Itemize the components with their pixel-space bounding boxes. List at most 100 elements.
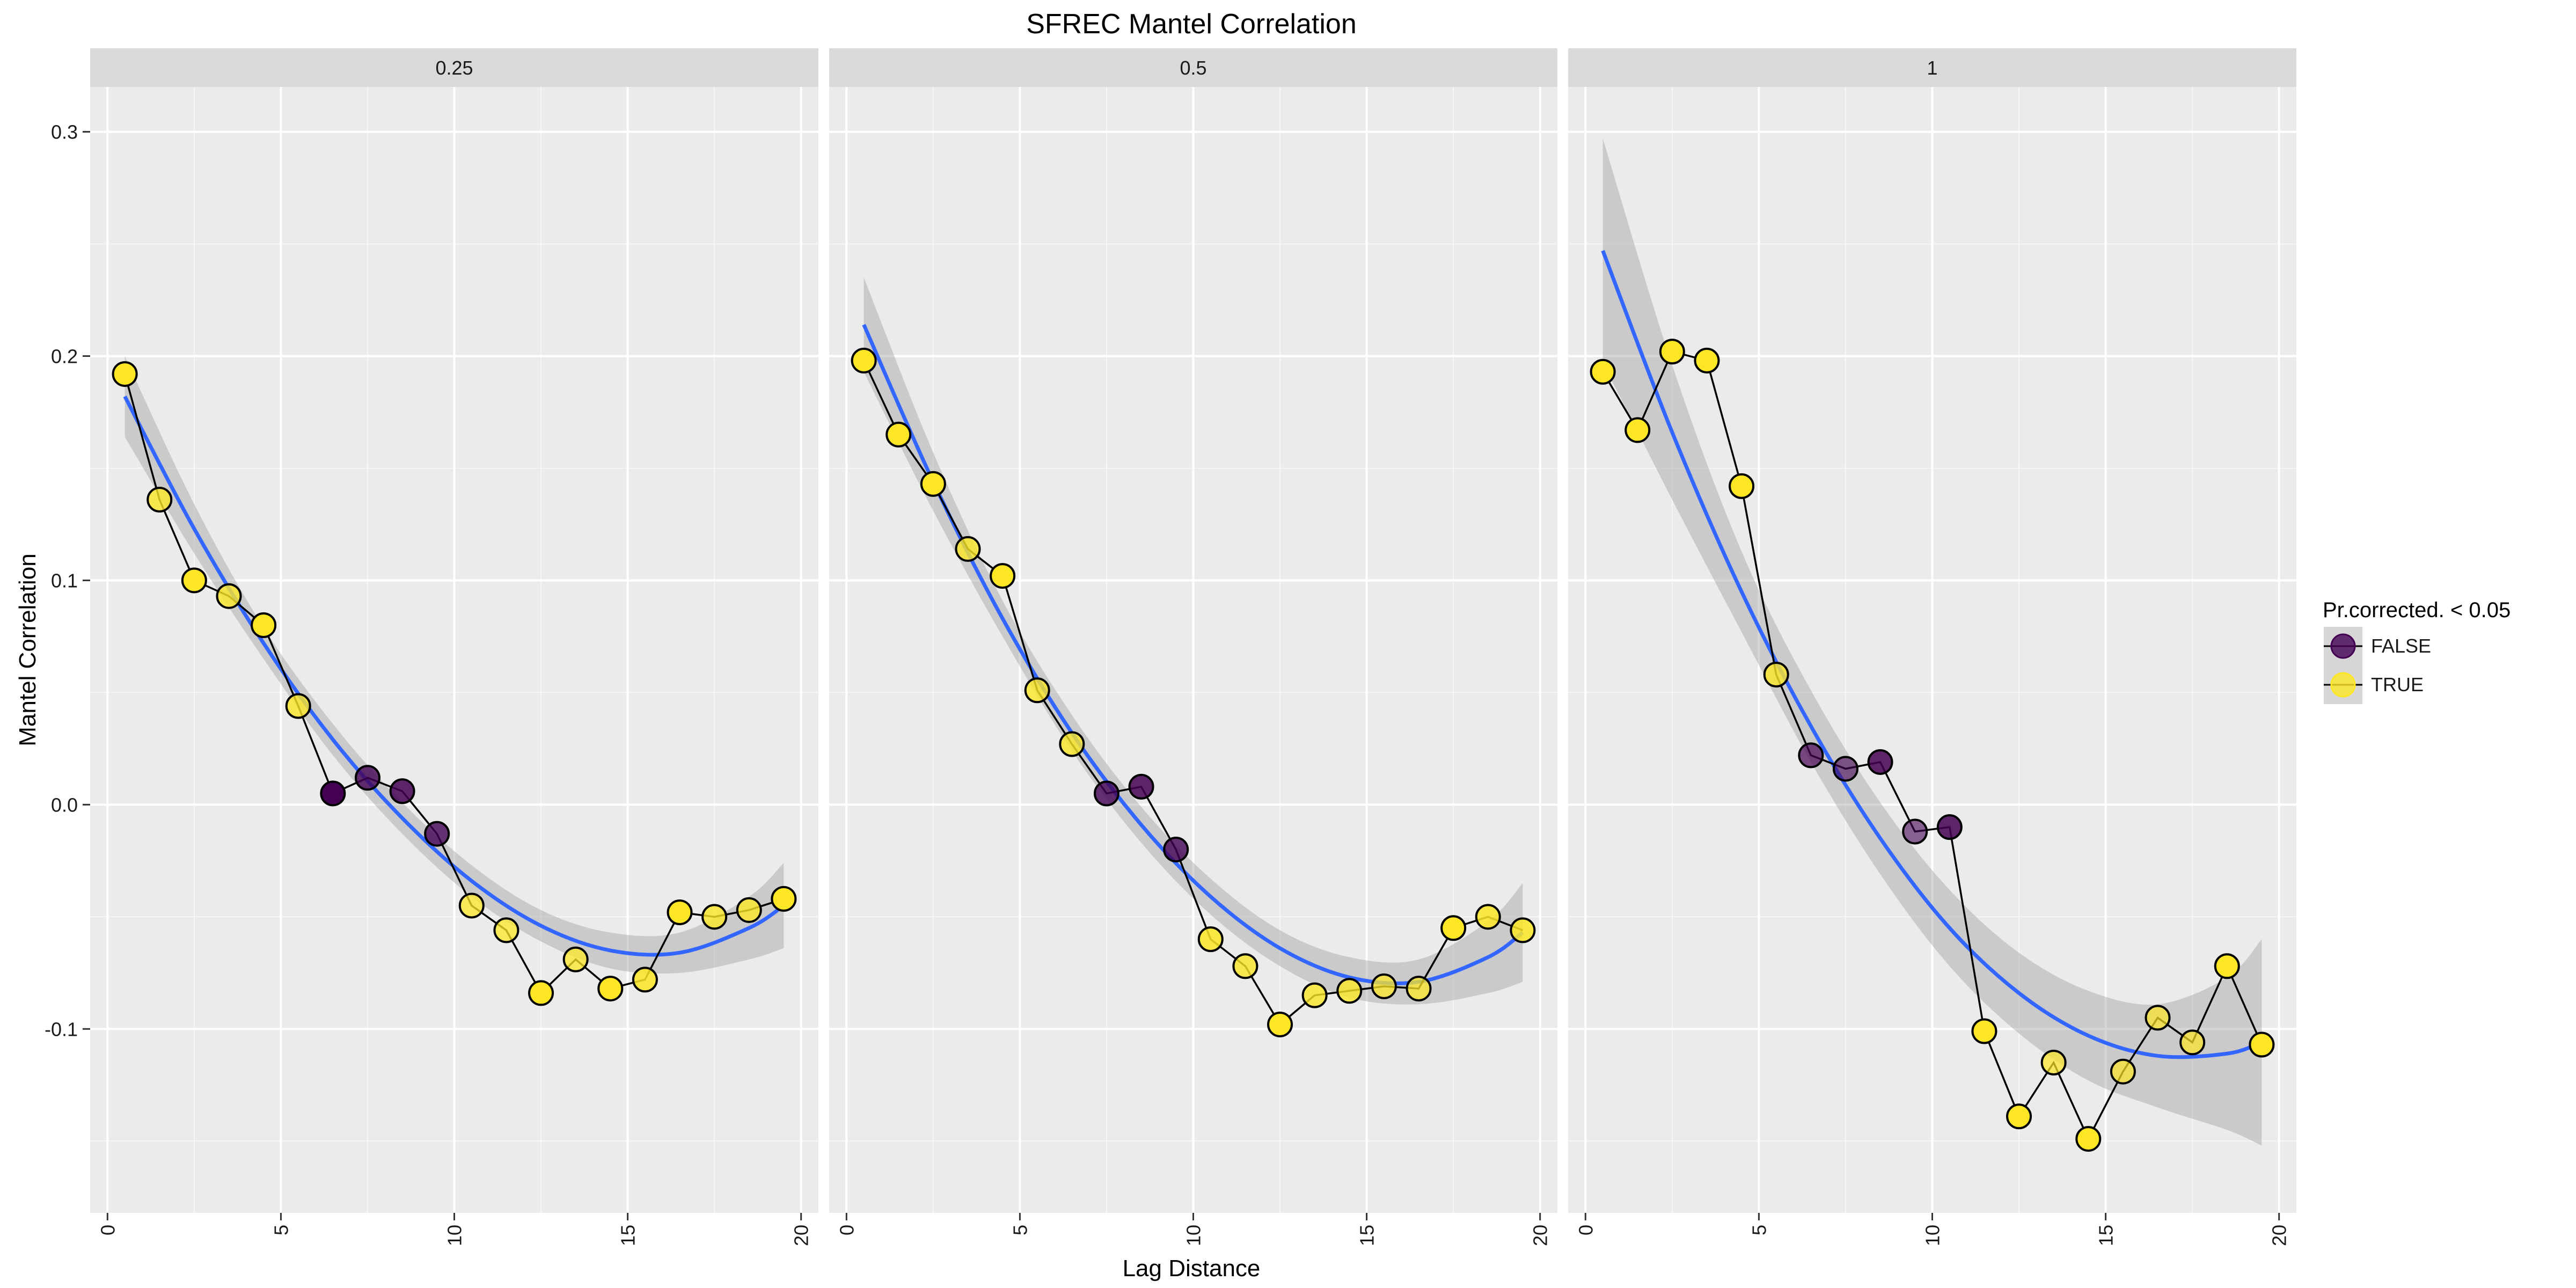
- data-point: [2110, 1058, 2136, 1085]
- data-point: [1902, 818, 1928, 845]
- axes: -0.1 0.0 0.1 0.2 0.3: [45, 121, 90, 1040]
- x-tick-label: 15: [2095, 1225, 2117, 1246]
- data-point: [1093, 780, 1119, 807]
- data-points: [1590, 339, 2275, 1152]
- x-tick-label: 0: [97, 1225, 119, 1235]
- y-tick-label: 0.2: [51, 346, 78, 368]
- legend-key-point: [2330, 672, 2356, 698]
- data-point: [990, 563, 1016, 589]
- data-point: [1798, 742, 1824, 769]
- data-point: [2006, 1103, 2032, 1130]
- facet-strip-label: 1: [1927, 57, 1937, 79]
- data-point: [1510, 917, 1536, 943]
- facet-strip: [90, 48, 818, 87]
- data-point: [147, 486, 173, 513]
- data-point: [1694, 347, 1720, 374]
- legend-key-point: [2330, 633, 2356, 659]
- data-point: [112, 361, 138, 387]
- data-point: [493, 917, 519, 943]
- data-point: [1590, 358, 1616, 385]
- x-tick-label: 5: [270, 1225, 292, 1235]
- data-point: [1336, 978, 1363, 1004]
- data-point: [1971, 1018, 1997, 1044]
- data-point: [2249, 1031, 2275, 1058]
- data-point: [632, 967, 658, 993]
- data-point: [1624, 417, 1651, 443]
- data-point: [320, 780, 346, 807]
- data-point: [2145, 1005, 2171, 1031]
- x-tick-label: 20: [791, 1225, 813, 1246]
- data-point: [1128, 773, 1154, 800]
- data-point: [424, 821, 450, 847]
- x-tick-label: 10: [1922, 1225, 1944, 1246]
- y-axis-label: Mantel Correlation: [14, 553, 41, 747]
- data-point: [216, 583, 242, 609]
- x-tick-label: 10: [1183, 1225, 1205, 1246]
- facet-panel-2: 0.5 0 5 10 15 20: [829, 48, 1557, 1246]
- data-point: [1059, 731, 1085, 757]
- gridlines: [90, 87, 818, 1213]
- data-point: [736, 897, 762, 923]
- data-point: [771, 885, 797, 912]
- data-points: [851, 347, 1536, 1037]
- data-points: [112, 361, 797, 1006]
- facet-strip: [1568, 48, 2296, 87]
- data-point: [2040, 1049, 2067, 1075]
- y-tick-label: -0.1: [45, 1018, 78, 1040]
- data-point: [851, 347, 877, 374]
- data-point: [1936, 814, 1963, 840]
- data-point: [181, 567, 207, 594]
- data-point: [1475, 904, 1501, 930]
- data-point: [1659, 339, 1685, 365]
- x-tick-label: 20: [2268, 1225, 2290, 1246]
- x-tick-label: 5: [1748, 1225, 1770, 1235]
- data-point: [2179, 1029, 2206, 1056]
- data-point: [2075, 1126, 2102, 1152]
- data-point: [1729, 473, 1755, 499]
- data-point: [562, 946, 589, 972]
- data-point: [1867, 749, 1893, 775]
- data-point: [597, 976, 624, 1002]
- data-point: [1163, 836, 1189, 862]
- x-tick-label: 10: [444, 1225, 466, 1246]
- data-point: [354, 765, 380, 791]
- x-tick-label: 0: [836, 1225, 858, 1235]
- data-point: [955, 536, 981, 562]
- data-point: [1267, 1011, 1293, 1037]
- y-tick-label: 0.0: [51, 794, 78, 816]
- legend-label: FALSE: [2371, 635, 2431, 657]
- data-point: [2214, 953, 2240, 979]
- data-point: [1440, 915, 1467, 941]
- x-tick-label: 15: [1356, 1225, 1378, 1246]
- x-axis-label: Lag Distance: [1123, 1255, 1261, 1282]
- data-point: [667, 899, 693, 925]
- data-point: [1832, 756, 1858, 782]
- data-point: [389, 778, 415, 804]
- data-point: [528, 980, 554, 1006]
- y-tick-label: 0.3: [51, 121, 78, 143]
- facet-panel-1: 0.25 0 5 10 15 20: [90, 48, 818, 1246]
- data-point: [1371, 973, 1397, 999]
- legend: Pr.corrected. < 0.05 FALSE TRUE: [2323, 598, 2511, 704]
- data-point: [251, 612, 277, 639]
- data-point: [285, 693, 311, 719]
- facet-strip-label: 0.5: [1180, 57, 1206, 79]
- data-point: [1301, 982, 1328, 1008]
- smooth-line: [1601, 250, 2263, 1059]
- x-tick-label: 20: [1529, 1225, 1552, 1246]
- data-point: [1024, 677, 1050, 704]
- x-tick-label: 0: [1575, 1225, 1597, 1235]
- y-tick-label: 0.1: [51, 569, 78, 591]
- smooth-line: [123, 396, 785, 957]
- data-point: [920, 471, 946, 497]
- legend-label: TRUE: [2371, 674, 2424, 696]
- x-tick-label: 15: [617, 1225, 639, 1246]
- facet-strip: [829, 48, 1557, 87]
- legend-item-false: FALSE: [2324, 627, 2431, 665]
- data-point: [1197, 926, 1224, 953]
- data-point: [701, 904, 728, 930]
- legend-title: Pr.corrected. < 0.05: [2323, 598, 2511, 622]
- x-tick-label: 5: [1009, 1225, 1031, 1235]
